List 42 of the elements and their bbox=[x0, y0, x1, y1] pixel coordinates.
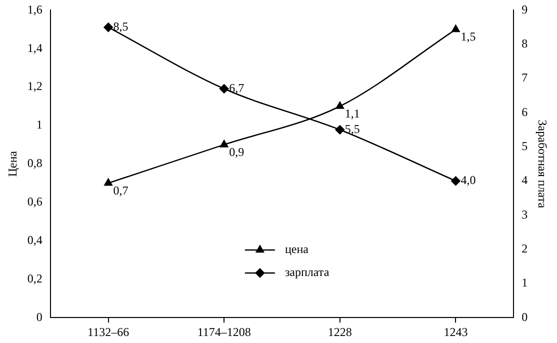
y-axis-title: Цена bbox=[5, 150, 20, 177]
y2-tick-label: 8 bbox=[522, 36, 528, 51]
y2-tick-label: 3 bbox=[522, 207, 528, 222]
point bbox=[104, 178, 112, 186]
y2-tick-label: 1 bbox=[522, 276, 528, 290]
data-label: 0,7 bbox=[113, 183, 128, 198]
data-label: 0,9 bbox=[229, 144, 244, 159]
point bbox=[452, 24, 460, 32]
y2-tick-label: 6 bbox=[522, 104, 528, 119]
y-tick-label: 0,4 bbox=[27, 232, 42, 247]
y-tick-label: 0,2 bbox=[27, 271, 42, 286]
point bbox=[451, 176, 460, 186]
data-label: 1,1 bbox=[344, 106, 360, 120]
y-tick-label: 0,6 bbox=[27, 194, 42, 208]
x-tick-label: 1228 bbox=[328, 324, 352, 339]
y2-tick-label: 5 bbox=[522, 138, 528, 153]
x-tick-label: 1243 bbox=[444, 324, 468, 339]
x-tick-label: 1174–1208 bbox=[197, 324, 251, 339]
legend-label: зарплата bbox=[284, 265, 330, 280]
x-tick-label: 1132–66 bbox=[88, 324, 130, 339]
data-label: 8,5 bbox=[113, 19, 128, 34]
y-tick-label: 1,6 bbox=[27, 2, 42, 16]
legend-label: цена bbox=[284, 242, 310, 256]
y-tick-label: 1,2 bbox=[27, 79, 42, 94]
point bbox=[335, 125, 345, 134]
y2-tick-label: 9 bbox=[522, 2, 528, 16]
data-label: 6,7 bbox=[229, 80, 244, 95]
y2-tick-label: 7 bbox=[522, 70, 528, 85]
y2-tick-label: 2 bbox=[522, 241, 528, 256]
point bbox=[336, 102, 344, 109]
data-label: 1,5 bbox=[460, 30, 476, 44]
y-tick-label: 1 bbox=[36, 118, 42, 132]
point bbox=[219, 84, 229, 94]
y-tick-label: 0 bbox=[36, 310, 42, 324]
data-label: 4,0 bbox=[460, 173, 476, 188]
point bbox=[104, 22, 113, 32]
y2-tick-label: 4 bbox=[522, 173, 528, 188]
point bbox=[220, 140, 228, 148]
y2-tick-label: 0 bbox=[522, 310, 528, 324]
y2-axis-title: Заработная плата bbox=[536, 120, 550, 209]
y-tick-label: 1,4 bbox=[27, 40, 42, 55]
y-tick-label: 0,8 bbox=[27, 156, 42, 170]
